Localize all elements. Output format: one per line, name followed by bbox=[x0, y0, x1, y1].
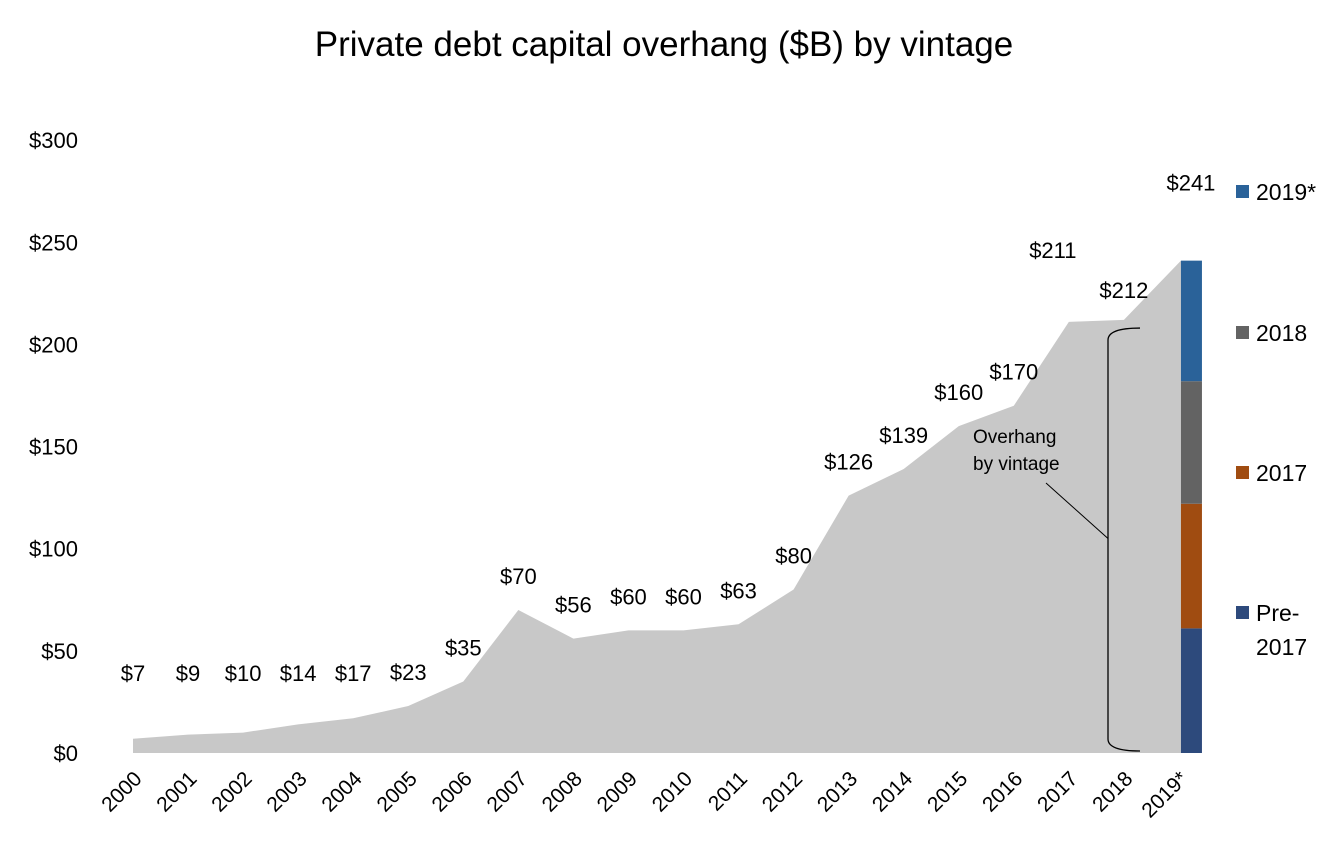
x-tick-label: 2003 bbox=[262, 767, 311, 816]
area-layer bbox=[133, 260, 1181, 753]
legend-swatch bbox=[1236, 466, 1249, 479]
y-tick-label: $200 bbox=[29, 332, 78, 357]
data-label: $80 bbox=[775, 544, 812, 569]
x-tick-label: 2013 bbox=[813, 767, 862, 816]
data-label: $14 bbox=[280, 661, 317, 686]
legend-swatch bbox=[1236, 326, 1249, 339]
y-tick-label: $250 bbox=[29, 230, 78, 255]
x-tick-label: 2015 bbox=[923, 767, 972, 816]
x-tick-label: 2006 bbox=[428, 767, 477, 816]
data-label: $70 bbox=[500, 564, 537, 589]
x-tick-label: 2004 bbox=[317, 767, 367, 817]
data-label: $63 bbox=[720, 578, 757, 603]
legend: 2019* 2018 2017 Pre- 2017 bbox=[1236, 179, 1316, 660]
x-tick-label: 2018 bbox=[1088, 767, 1137, 816]
y-tick-label: $300 bbox=[29, 128, 78, 153]
bar-segment bbox=[1180, 381, 1202, 504]
x-tick-label: 2005 bbox=[372, 767, 421, 816]
x-tick-label: 2016 bbox=[978, 767, 1027, 816]
data-label: $9 bbox=[176, 661, 200, 686]
data-label: $35 bbox=[445, 635, 482, 660]
data-label: $212 bbox=[1099, 278, 1148, 303]
overhang-area bbox=[133, 260, 1181, 753]
data-label: $211 bbox=[1029, 238, 1076, 263]
overhang-bracket bbox=[1107, 327, 1141, 752]
data-label: $139 bbox=[879, 423, 928, 448]
data-label: $7 bbox=[121, 661, 145, 686]
x-axis: 2000 2001 2002 2003 2004 2005 2006 2007 2008 2009… bbox=[97, 767, 1192, 822]
x-tick-label: 2017 bbox=[1033, 767, 1082, 816]
legend-label: 2018 bbox=[1256, 320, 1307, 346]
legend-swatch bbox=[1236, 185, 1249, 198]
data-label: $160 bbox=[934, 380, 983, 405]
bar-segment bbox=[1180, 260, 1202, 382]
data-label: $60 bbox=[610, 584, 647, 609]
y-axis: $0 $50 $100 $150 $200 $250 $300 bbox=[29, 128, 78, 766]
data-label: $241 bbox=[1166, 171, 1215, 196]
x-tick-label: 2010 bbox=[648, 767, 697, 816]
x-tick-label: 2019* bbox=[1137, 767, 1192, 822]
annotation-leader-line bbox=[1045, 482, 1109, 539]
chart-title: Private debt capital overhang ($B) by vi… bbox=[315, 25, 1013, 64]
annotation-text: by vintage bbox=[973, 454, 1060, 475]
x-tick-label: 2008 bbox=[538, 767, 587, 816]
x-tick-label: 2012 bbox=[758, 767, 807, 816]
legend-label: 2019* bbox=[1256, 179, 1316, 205]
data-labels: $7 $9 $10 $14 $17 $23 $35 $70 $56 $60 $60 $63 $80 $12… bbox=[121, 171, 1216, 686]
bar-segment bbox=[1180, 503, 1202, 629]
data-label: $126 bbox=[824, 450, 873, 475]
y-tick-label: $100 bbox=[29, 537, 78, 562]
x-tick-label: 2009 bbox=[593, 767, 642, 816]
y-tick-label: $150 bbox=[29, 435, 78, 460]
legend-label: Pre- bbox=[1256, 600, 1299, 626]
x-tick-label: 2014 bbox=[868, 767, 918, 817]
y-tick-label: $0 bbox=[54, 741, 78, 766]
x-tick-label: 2001 bbox=[152, 767, 201, 816]
data-label: $10 bbox=[225, 661, 262, 686]
legend-label: 2017 bbox=[1256, 460, 1307, 486]
legend-label: 2017 bbox=[1256, 634, 1307, 660]
x-tick-label: 2002 bbox=[207, 767, 256, 816]
data-label: $23 bbox=[390, 660, 427, 685]
y-tick-label: $50 bbox=[41, 639, 78, 664]
x-tick-label: 2011 bbox=[704, 767, 752, 815]
bar-segment bbox=[1180, 628, 1202, 753]
stacked-bar bbox=[1180, 260, 1202, 753]
data-label: $56 bbox=[555, 593, 592, 618]
x-tick-label: 2007 bbox=[483, 767, 532, 816]
annotation-text: Overhang bbox=[973, 427, 1056, 448]
data-label: $60 bbox=[665, 584, 702, 609]
legend-swatch bbox=[1236, 606, 1249, 619]
data-label: $17 bbox=[335, 661, 372, 686]
data-label: $170 bbox=[989, 360, 1038, 385]
x-tick-label: 2000 bbox=[97, 767, 146, 816]
annotation: Overhang by vintage bbox=[973, 327, 1141, 752]
